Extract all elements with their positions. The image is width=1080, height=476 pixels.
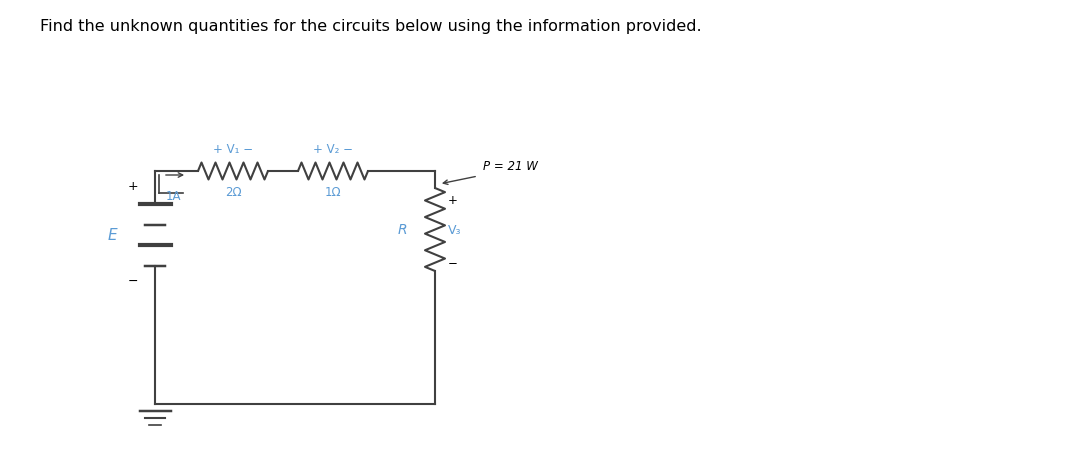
Text: E: E [107,228,117,243]
Text: 2Ω: 2Ω [225,186,241,198]
Text: 1A: 1A [165,189,180,203]
Text: −: − [127,275,138,288]
Text: + V₁ −: + V₁ − [213,143,253,156]
Text: R: R [397,223,407,237]
Text: +: + [448,194,458,207]
Text: P = 21 W: P = 21 W [483,160,538,173]
Text: V₃: V₃ [448,224,461,237]
Text: Find the unknown quantities for the circuits below using the information provide: Find the unknown quantities for the circ… [40,19,702,34]
Text: −: − [448,257,458,269]
Text: +: + [127,179,138,193]
Text: + V₂ −: + V₂ − [313,143,353,156]
Text: 1Ω: 1Ω [325,186,341,198]
